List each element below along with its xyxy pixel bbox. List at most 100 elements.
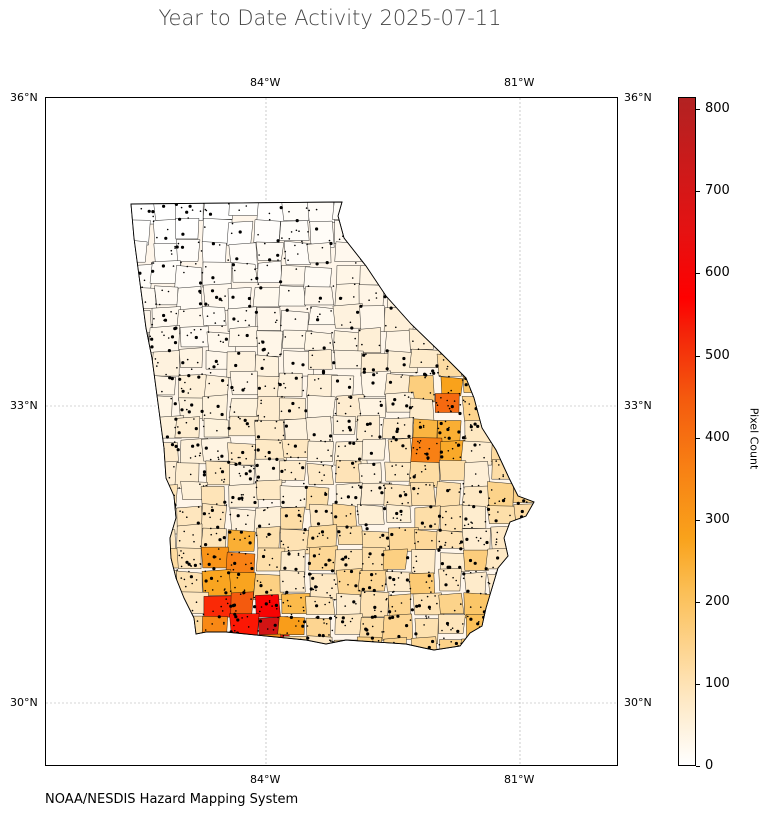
- county-polygon[interactable]: [358, 397, 387, 418]
- county-polygon[interactable]: [542, 485, 567, 506]
- county-polygon[interactable]: [382, 244, 413, 270]
- county-polygon[interactable]: [152, 547, 181, 569]
- county-polygon[interactable]: [517, 349, 545, 376]
- county-polygon[interactable]: [516, 283, 546, 311]
- county-polygon[interactable]: [485, 372, 512, 399]
- county-polygon[interactable]: [461, 638, 487, 662]
- county-polygon[interactable]: [254, 458, 286, 483]
- county-polygon[interactable]: [308, 305, 337, 325]
- county-polygon[interactable]: [515, 325, 538, 348]
- county-polygon[interactable]: [361, 438, 386, 461]
- county-polygon[interactable]: [410, 482, 436, 506]
- county-polygon[interactable]: [252, 287, 282, 308]
- county-polygon[interactable]: [305, 596, 336, 615]
- county-polygon[interactable]: [203, 633, 229, 659]
- county-polygon[interactable]: [414, 262, 444, 286]
- county-polygon[interactable]: [411, 286, 437, 308]
- county-polygon[interactable]: [256, 330, 284, 357]
- county-polygon[interactable]: [491, 637, 520, 662]
- county-polygon[interactable]: [539, 325, 567, 348]
- county-polygon[interactable]: [463, 461, 491, 489]
- county-polygon[interactable]: [176, 523, 203, 551]
- county-polygon[interactable]: [202, 394, 228, 421]
- county-polygon[interactable]: [463, 592, 492, 619]
- county-polygon[interactable]: [518, 265, 544, 287]
- county-polygon[interactable]: [489, 353, 515, 379]
- county-polygon[interactable]: [490, 215, 520, 239]
- county-polygon[interactable]: [414, 529, 440, 550]
- county-polygon[interactable]: [177, 637, 208, 661]
- county-polygon[interactable]: [359, 195, 385, 224]
- county-polygon[interactable]: [518, 615, 544, 641]
- county-polygon[interactable]: [150, 350, 180, 377]
- county-polygon[interactable]: [255, 241, 285, 261]
- county-polygon[interactable]: [437, 282, 464, 310]
- county-polygon[interactable]: [334, 349, 364, 370]
- county-polygon[interactable]: [306, 395, 336, 419]
- georgia-county-map[interactable]: [46, 98, 618, 766]
- county-polygon[interactable]: [306, 242, 332, 264]
- county-polygon[interactable]: [203, 595, 234, 618]
- county-polygon[interactable]: [127, 506, 151, 530]
- county-polygon[interactable]: [228, 242, 258, 269]
- county-polygon[interactable]: [438, 331, 462, 358]
- county-polygon[interactable]: [490, 285, 517, 310]
- county-polygon[interactable]: [516, 440, 544, 463]
- county-polygon[interactable]: [543, 239, 574, 264]
- county-polygon[interactable]: [179, 347, 203, 368]
- county-polygon[interactable]: [151, 618, 178, 641]
- county-polygon[interactable]: [359, 305, 386, 332]
- county-polygon[interactable]: [201, 503, 227, 530]
- county-polygon[interactable]: [541, 615, 565, 635]
- county-polygon[interactable]: [386, 217, 417, 241]
- county-polygon[interactable]: [175, 615, 205, 641]
- county-polygon[interactable]: [411, 198, 442, 219]
- county-polygon[interactable]: [228, 398, 260, 419]
- county-polygon[interactable]: [386, 504, 412, 523]
- county-polygon[interactable]: [463, 549, 490, 571]
- county-polygon[interactable]: [517, 552, 542, 579]
- county-polygon[interactable]: [127, 374, 157, 400]
- county-polygon[interactable]: [382, 264, 412, 287]
- county-polygon[interactable]: [280, 506, 305, 530]
- county-polygon[interactable]: [178, 397, 206, 419]
- county-polygon[interactable]: [355, 218, 383, 245]
- county-polygon[interactable]: [408, 572, 436, 595]
- county-polygon[interactable]: [461, 353, 486, 377]
- county-polygon[interactable]: [336, 568, 362, 597]
- county-polygon[interactable]: [542, 348, 570, 373]
- county-polygon[interactable]: [278, 285, 307, 307]
- county-polygon[interactable]: [382, 637, 407, 665]
- county-polygon[interactable]: [304, 286, 334, 306]
- county-polygon[interactable]: [279, 460, 307, 481]
- county-polygon[interactable]: [306, 463, 334, 485]
- county-polygon[interactable]: [388, 593, 412, 616]
- county-polygon[interactable]: [122, 219, 151, 246]
- county-polygon[interactable]: [356, 414, 380, 442]
- county-polygon[interactable]: [279, 220, 310, 241]
- county-polygon[interactable]: [513, 415, 545, 438]
- county-polygon[interactable]: [459, 219, 485, 246]
- county-polygon[interactable]: [281, 439, 311, 458]
- county-polygon[interactable]: [335, 482, 363, 508]
- county-polygon[interactable]: [465, 264, 492, 287]
- county-polygon[interactable]: [129, 614, 152, 641]
- county-polygon[interactable]: [125, 414, 152, 439]
- county-polygon[interactable]: [126, 595, 157, 615]
- county-polygon[interactable]: [539, 441, 570, 460]
- county-polygon[interactable]: [359, 263, 386, 286]
- county-polygon[interactable]: [513, 503, 541, 527]
- county-polygon[interactable]: [438, 614, 466, 634]
- county-polygon[interactable]: [539, 398, 567, 420]
- county-polygon[interactable]: [440, 376, 464, 397]
- county-polygon[interactable]: [257, 260, 282, 283]
- county-polygon[interactable]: [491, 196, 521, 220]
- county-polygon[interactable]: [123, 309, 152, 333]
- county-polygon[interactable]: [277, 616, 305, 635]
- county-polygon[interactable]: [303, 266, 332, 289]
- county-polygon[interactable]: [438, 592, 465, 614]
- county-polygon[interactable]: [437, 307, 465, 332]
- county-polygon[interactable]: [489, 308, 518, 331]
- county-polygon[interactable]: [410, 549, 436, 574]
- county-polygon[interactable]: [517, 463, 544, 487]
